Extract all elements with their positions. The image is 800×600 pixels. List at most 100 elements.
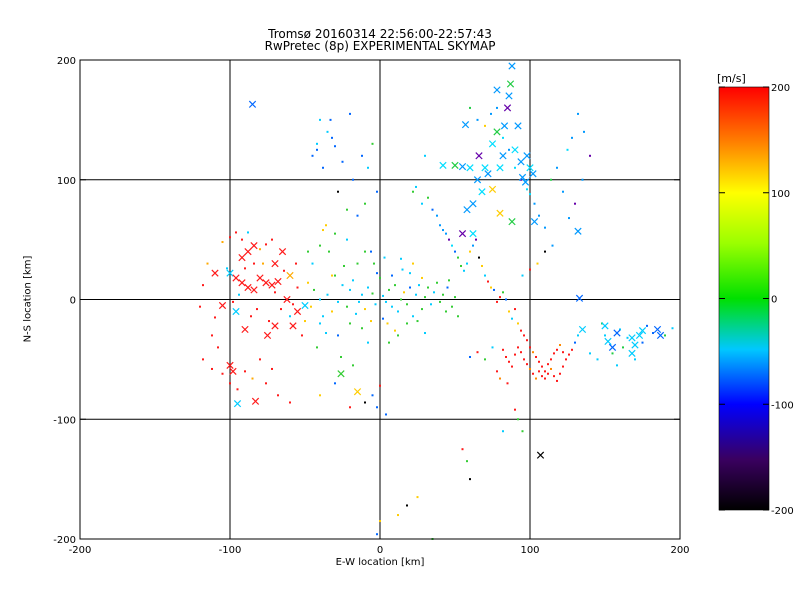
data-point-x-stroke [536,451,545,459]
data-point-x [226,361,234,369]
data-point-x-stroke [268,281,276,289]
data-point-small [202,358,204,361]
data-point-x-stroke [517,158,525,166]
data-point-small [496,106,498,109]
data-point-x-stroke [274,277,282,286]
data-point-x [226,269,234,277]
data-point-x [250,286,258,294]
data-point-small [499,296,501,299]
data-point-small [322,229,324,232]
data-point-small [445,232,447,235]
data-point-x [575,294,584,302]
data-point-x-stroke [244,247,252,256]
data-point-small [229,236,231,239]
data-point-small [433,291,435,294]
data-point-small [457,256,459,259]
data-point-small [232,300,234,303]
data-point-small [529,346,531,349]
data-point-x [461,121,470,129]
data-point-small [556,379,558,382]
data-point-small [311,262,314,265]
data-point-small [307,281,309,284]
y-tick-label: 0 [70,296,76,307]
data-point-small [424,296,426,299]
data-point-small [311,154,314,157]
data-point-small [397,310,399,313]
data-point-x [628,349,636,358]
data-point-small [337,190,339,193]
data-point-x-stroke [232,274,240,282]
data-point-x-stroke [271,322,279,330]
data-point-small [406,303,408,306]
data-point-small [616,364,618,367]
data-point-x-stroke [248,100,257,108]
colorbar-tick-label: -100 [771,400,794,411]
data-point-x-stroke [241,325,249,334]
data-point-small [520,178,522,181]
data-point-small [367,286,369,289]
data-point-small [535,377,537,380]
data-point-small [526,188,528,191]
data-point-small [295,262,297,265]
data-point-x-stroke [469,200,477,208]
data-point-x [536,451,545,459]
data-point-small [568,217,570,220]
data-point-x-stroke [458,230,467,238]
data-point-small [337,300,339,303]
data-point-x [248,100,257,108]
data-point-x-stroke [244,283,252,292]
data-point-small [611,352,614,355]
data-point-small [562,190,564,193]
data-point-small [566,148,569,151]
data-point-small [481,264,483,267]
data-point-x-stroke [250,286,258,294]
data-point-small [385,413,387,416]
axis-ticks: -200 -100 0 100 200 -200 -100 0 100 200 [53,56,689,556]
data-point-x [638,327,647,335]
data-point-x-stroke [493,86,501,94]
data-point-x-stroke [466,164,474,172]
data-point-x-stroke [608,343,617,352]
data-point-small [577,112,579,115]
data-point-small [394,329,396,332]
data-point-small [451,244,453,247]
data-point-small [491,346,494,349]
data-point-small [326,293,329,296]
data-point-small [533,202,536,205]
data-point-small [313,288,315,291]
data-point-x [514,122,522,130]
data-point-small [331,136,333,139]
data-point-small [280,308,282,311]
data-point-small [544,250,546,253]
data-point-x-stroke [574,227,582,235]
data-point-x-stroke [461,121,470,129]
data-point-x-stroke [604,337,612,346]
data-point-small [550,358,552,361]
data-point-small [235,231,237,234]
data-point-small [271,238,273,241]
data-point-x-stroke [481,164,489,172]
data-point-small [316,148,318,151]
data-point-small [364,401,366,404]
data-point-x-stroke [226,269,234,277]
data-point-small [475,238,477,241]
data-point-small [296,286,299,289]
data-point-x [271,322,279,330]
data-point-small [541,375,543,378]
data-point-small [371,394,374,397]
data-point-x [608,343,617,352]
data-point-x-stroke [496,209,504,217]
data-point-x [244,283,252,292]
data-point-x-stroke [505,92,513,100]
data-point-small [439,300,441,303]
data-point-small [250,315,252,318]
data-point-small [559,344,561,347]
data-point-small [523,358,525,361]
data-point-small [319,244,321,247]
data-points [199,62,674,540]
colorbar-tick-label: -200 [771,506,794,517]
data-point-x [232,274,240,282]
data-point-x [301,301,309,310]
data-point-x-stroke [508,62,516,70]
